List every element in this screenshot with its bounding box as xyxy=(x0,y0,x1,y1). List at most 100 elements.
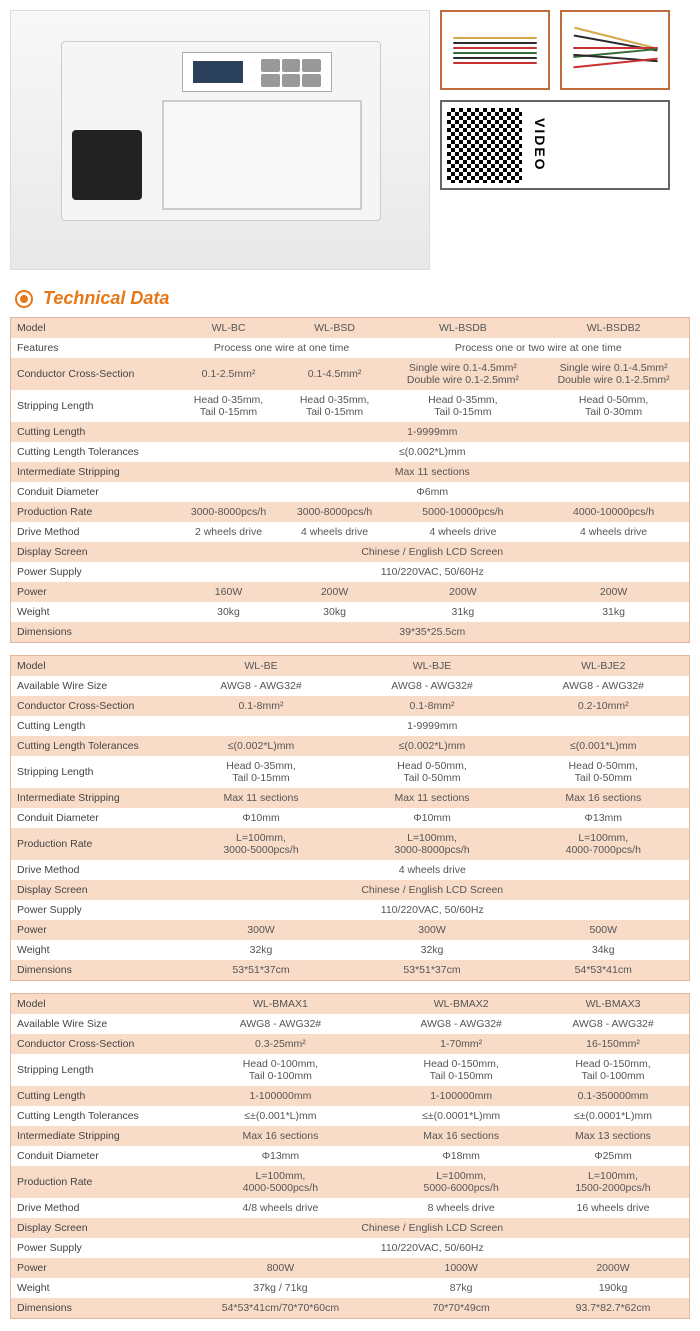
spec-table: ModelWL-BMAX1WL-BMAX2WL-BMAX3Available W… xyxy=(10,993,690,1319)
cell: Head 0-35mm,Tail 0-15mm xyxy=(176,390,282,422)
cell: Max 13 sections xyxy=(537,1126,690,1146)
row-label: Cutting Length xyxy=(11,1086,176,1106)
row-label: Cutting Length Tolerances xyxy=(11,442,176,462)
table-row: Power Supply110/220VAC, 50/60Hz xyxy=(11,900,690,920)
cell: Head 0-35mm,Tail 0-15mm xyxy=(282,390,388,422)
cell: 8 wheels drive xyxy=(385,1198,537,1218)
cell: Max 16 sections xyxy=(385,1126,537,1146)
cell: 300W xyxy=(176,920,347,940)
table-row: Available Wire SizeAWG8 - AWG32#AWG8 - A… xyxy=(11,1014,690,1034)
cell: 53*51*37cm xyxy=(176,960,347,981)
table-row: Conductor Cross-Section0.1-8mm²0.1-8mm²0… xyxy=(11,696,690,716)
row-label: Drive Method xyxy=(11,522,176,542)
cell: Max 11 sections xyxy=(176,462,690,482)
table-row: Dimensions53*51*37cm53*51*37cm54*53*41cm xyxy=(11,960,690,981)
row-label: Model xyxy=(11,994,176,1015)
cell: Φ25mm xyxy=(537,1146,690,1166)
cell: Φ10mm xyxy=(176,808,347,828)
cell: Head 0-50mm,Tail 0-30mm xyxy=(538,390,689,422)
row-label: Power xyxy=(11,1258,176,1278)
cell: Φ18mm xyxy=(385,1146,537,1166)
cell: 5000-10000pcs/h xyxy=(388,502,539,522)
table-row: Conductor Cross-Section0.3-25mm²1-70mm²1… xyxy=(11,1034,690,1054)
row-label: Conduit Diameter xyxy=(11,1146,176,1166)
cell: 3000-8000pcs/h xyxy=(176,502,282,522)
cell: L=100mm,4000-7000pcs/h xyxy=(518,828,690,860)
cell: Head 0-150mm,Tail 0-150mm xyxy=(385,1054,537,1086)
row-label: Drive Method xyxy=(11,860,176,880)
cell: ≤(0.002*L)mm xyxy=(347,736,518,756)
cell: WL-BMAX1 xyxy=(176,994,386,1015)
cell: Φ13mm xyxy=(176,1146,386,1166)
table-row: Power300W300W500W xyxy=(11,920,690,940)
table-row: Conductor Cross-Section0.1-2.5mm²0.1-4.5… xyxy=(11,358,690,390)
cell: Max 11 sections xyxy=(176,788,347,808)
cell: 93.7*82.7*62cm xyxy=(537,1298,690,1319)
row-label: Model xyxy=(11,318,176,339)
cell: 30kg xyxy=(282,602,388,622)
spec-table: ModelWL-BEWL-BJEWL-BJE2Available Wire Si… xyxy=(10,655,690,981)
cell: 110/220VAC, 50/60Hz xyxy=(176,562,690,582)
cell: 54*53*41cm/70*70*60cm xyxy=(176,1298,386,1319)
table-row: Weight30kg30kg31kg31kg xyxy=(11,602,690,622)
table-row: Power Supply110/220VAC, 50/60Hz xyxy=(11,562,690,582)
cell: 1-100000mm xyxy=(385,1086,537,1106)
row-label: Stripping Length xyxy=(11,1054,176,1086)
cell: ≤(0.002*L)mm xyxy=(176,442,690,462)
table-row: Intermediate StrippingMax 11 sections xyxy=(11,462,690,482)
cell: 16 wheels drive xyxy=(537,1198,690,1218)
cell: 1-100000mm xyxy=(176,1086,386,1106)
table-row: Display ScreenChinese / English LCD Scre… xyxy=(11,1218,690,1238)
cell: 190kg xyxy=(537,1278,690,1298)
cell: 31kg xyxy=(538,602,689,622)
cell: WL-BSDB2 xyxy=(538,318,689,339)
cell: AWG8 - AWG32# xyxy=(385,1014,537,1034)
cell: Head 0-50mm,Tail 0-50mm xyxy=(347,756,518,788)
cell: L=100mm,3000-8000pcs/h xyxy=(347,828,518,860)
row-label: Weight xyxy=(11,602,176,622)
table-row: Stripping LengthHead 0-100mm,Tail 0-100m… xyxy=(11,1054,690,1086)
cell: Process one wire at one time xyxy=(176,338,388,358)
table-row: Drive Method2 wheels drive 4 wheels drive… xyxy=(11,522,690,542)
cell: 1-70mm² xyxy=(385,1034,537,1054)
cell: 300W xyxy=(347,920,518,940)
cell: 4 wheels drive xyxy=(388,522,539,542)
product-images: VIDEO xyxy=(0,0,700,280)
row-label: Weight xyxy=(11,1278,176,1298)
cell: 160W xyxy=(176,582,282,602)
row-label: Power Supply xyxy=(11,1238,176,1258)
cell: 200W xyxy=(282,582,388,602)
cell: WL-BMAX3 xyxy=(537,994,690,1015)
cell: ≤(0.002*L)mm xyxy=(176,736,347,756)
cell: 0.1-8mm² xyxy=(347,696,518,716)
cell: Head 0-50mm,Tail 0-50mm xyxy=(518,756,690,788)
cell: 3000-8000pcs/h xyxy=(282,502,388,522)
table-row: Power800W1000W2000W xyxy=(11,1258,690,1278)
cell: 2000W xyxy=(537,1258,690,1278)
cell: L=100mm,1500-2000pcs/h xyxy=(537,1166,690,1198)
table-row: Stripping LengthHead 0-35mm,Tail 0-15mmH… xyxy=(11,390,690,422)
thumbnail-wires-2 xyxy=(560,10,670,90)
cell: 0.1-350000mm xyxy=(537,1086,690,1106)
row-label: Available Wire Size xyxy=(11,676,176,696)
table-row: Production Rate3000-8000pcs/h3000-8000pc… xyxy=(11,502,690,522)
table-row: Intermediate StrippingMax 11 sectionsMax… xyxy=(11,788,690,808)
table-row: Cutting Length Tolerances≤(0.002*L)mm xyxy=(11,442,690,462)
cell: Single wire 0.1-4.5mm²Double wire 0.1-2.… xyxy=(538,358,689,390)
table-row: Cutting Length1-100000mm1-100000mm0.1-35… xyxy=(11,1086,690,1106)
table-row: Weight37kg / 71kg87kg190kg xyxy=(11,1278,690,1298)
cell: 32kg xyxy=(176,940,347,960)
cell: Head 0-35mm,Tail 0-15mm xyxy=(176,756,347,788)
cell: WL-BMAX2 xyxy=(385,994,537,1015)
cell: 2 wheels drive xyxy=(176,522,282,542)
row-label: Conductor Cross-Section xyxy=(11,358,176,390)
cell: 4000-10000pcs/h xyxy=(538,502,689,522)
main-product-image xyxy=(10,10,430,270)
cell: 4/8 wheels drive xyxy=(176,1198,386,1218)
cell: ≤±(0.0001*L)mm xyxy=(385,1106,537,1126)
cell: 1000W xyxy=(385,1258,537,1278)
table-row: Stripping LengthHead 0-35mm,Tail 0-15mmH… xyxy=(11,756,690,788)
bullet-icon xyxy=(15,290,33,308)
cell: 200W xyxy=(388,582,539,602)
table-row: Dimensions39*35*25.5cm xyxy=(11,622,690,643)
